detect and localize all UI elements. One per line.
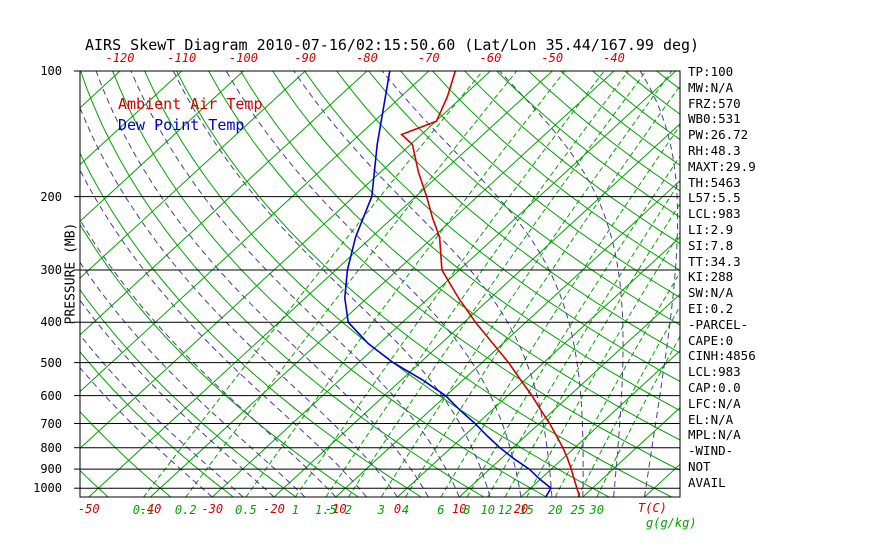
stats-line: L57:5.5	[688, 190, 741, 206]
bottom-temp-tick: -30	[201, 502, 224, 516]
pressure-tick: 800	[40, 440, 62, 455]
top-temp-tick: -60	[479, 51, 502, 65]
mixing-ratio-tick: 8	[463, 503, 471, 517]
stats-line: LFC:N/A	[688, 395, 741, 411]
temperature-unit-label: T(C)	[638, 501, 667, 515]
mixing-ratio-tick: 20	[547, 503, 563, 517]
stats-line: PW:26.72	[688, 127, 749, 143]
mixing-ratio-lines	[143, 71, 680, 497]
stats-line: TH:5463	[688, 174, 741, 190]
pressure-tick: 900	[40, 462, 62, 477]
mixing-ratio-tick: 4	[401, 503, 410, 517]
bottom-temp-tick: 0	[393, 502, 402, 516]
legend-dew-point-temp: Dew Point Temp	[118, 116, 245, 134]
mixing-ratio-tick: 25	[570, 503, 586, 517]
plot-frame	[74, 70, 681, 498]
stats-line: EI:0.2	[688, 300, 734, 316]
stats-line: FRZ:570	[688, 95, 741, 111]
stats-line: LI:2.9	[688, 221, 734, 237]
mixing-ratio-tick: 0.5	[235, 503, 257, 517]
stats-line: -WIND-	[688, 443, 734, 459]
legend-ambient-air-temp: Ambient Air Temp	[118, 95, 263, 113]
top-temp-tick: -70	[417, 51, 440, 65]
mixing-ratio-tick: 3	[377, 503, 385, 517]
pressure-tick: 500	[40, 355, 62, 370]
chart-title: AIRS SkewT Diagram 2010-07-16/02:15:50.6…	[85, 36, 700, 54]
stats-line: CAPE:0	[688, 332, 734, 348]
stats-line: MPL:N/A	[688, 427, 741, 443]
bottom-temp-tick: 10	[452, 502, 467, 516]
mixing-ratio-tick: 2	[344, 503, 352, 517]
mixing-ratio-unit-label: g(g/kg)	[646, 516, 697, 530]
top-temp-tick: -100	[229, 51, 258, 65]
stats-line: KI:288	[688, 269, 734, 285]
pressure-tick: 700	[40, 416, 62, 431]
stats-panel: TP:100 MW:N/A FRZ:570 WB0:531 PW:26.72 RH:48.…	[688, 64, 866, 491]
mixing-ratio-tick: 6	[437, 503, 445, 517]
mixing-ratio-tick: 1	[291, 503, 299, 517]
stats-line: CAP:0.0	[688, 379, 741, 395]
stats-line: SI:7.8	[688, 237, 734, 253]
pressure-axis-label: PRESSURE (MB)	[63, 222, 79, 325]
bottom-temp-tick: -20	[263, 502, 285, 516]
stats-line: MW:N/A	[688, 79, 734, 95]
top-temp-tick: -120	[105, 51, 135, 65]
stats-line: CINH:4856	[688, 348, 756, 364]
dewpoint-curve	[343, 71, 553, 497]
pressure-tick: 400	[40, 315, 62, 330]
mixing-ratio-tick: 1.5	[315, 503, 337, 517]
stats-line: LCL:983	[688, 364, 741, 380]
stats-line: TT:34.3	[688, 253, 741, 269]
stats-line: LCL:983	[688, 206, 741, 222]
temperature-curve	[400, 71, 581, 497]
pressure-tick: 1000	[33, 481, 62, 496]
stats-line: NOT	[688, 458, 711, 474]
top-temp-tick: -110	[167, 51, 197, 65]
mixing-ratio-tick: 0.1	[132, 503, 155, 517]
bottom-temp-tick: -40	[139, 502, 162, 516]
bottom-temp-tick: -10	[324, 502, 347, 516]
dry-adiabat-lines	[80, 71, 680, 497]
moist-adiabat-lines	[80, 71, 679, 497]
stats-line: AVAIL	[688, 474, 726, 490]
stats-line: EL:N/A	[688, 411, 734, 427]
stats-line: TP:100	[688, 64, 734, 79]
mixing-ratio-tick: 15	[519, 503, 534, 517]
pressure-tick: 100	[40, 64, 62, 78]
bottom-temp-tick: -50	[77, 502, 100, 516]
bottom-temp-tick: 20	[513, 502, 529, 516]
stats-line: MAXT:29.9	[688, 158, 756, 174]
stats-line: RH:48.3	[688, 142, 741, 158]
top-temp-tick: -50	[541, 51, 564, 65]
isobar-lines	[80, 71, 680, 489]
pressure-tick: 300	[40, 263, 62, 278]
mixing-ratio-tick: 0.2	[174, 503, 197, 517]
mixing-ratio-tick: 10	[480, 503, 495, 517]
stats-line: WB0:531	[688, 111, 741, 127]
stats-line: SW:N/A	[688, 285, 734, 301]
stats-line: -PARCEL-	[688, 316, 749, 332]
pressure-tick: 200	[40, 189, 62, 204]
pressure-tick: 600	[40, 388, 62, 403]
top-temp-tick: -80	[356, 51, 378, 65]
mixing-ratio-tick: 30	[589, 503, 604, 517]
mixing-ratio-tick: 12	[497, 503, 513, 517]
top-temp-tick: -90	[294, 51, 317, 65]
top-temp-tick: -40	[603, 51, 625, 65]
